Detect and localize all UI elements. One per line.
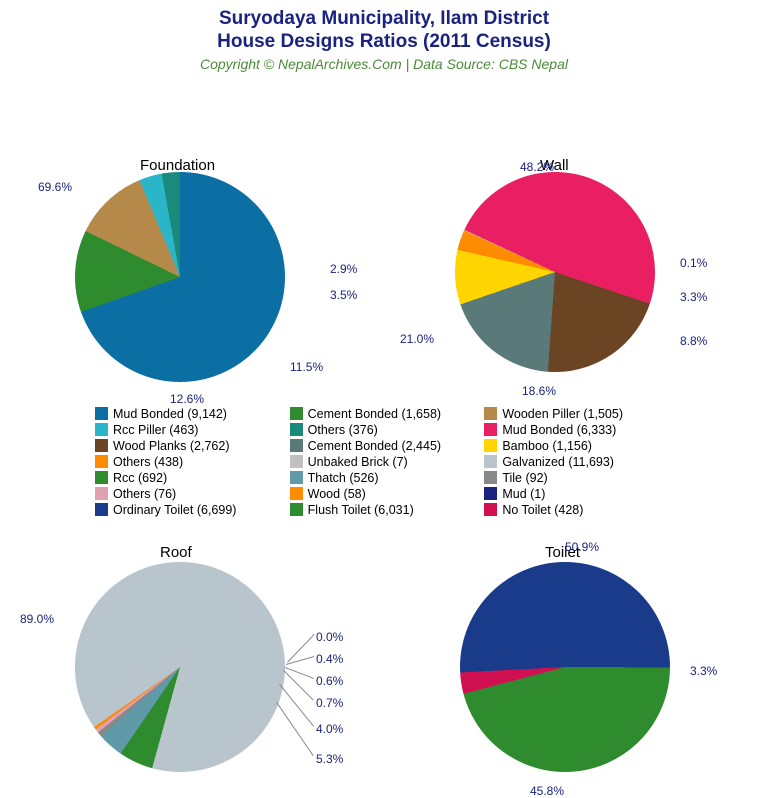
legend-swatch bbox=[290, 407, 303, 420]
wall-pct-label: 18.6% bbox=[522, 384, 556, 398]
legend-item: Mud Bonded (9,142) bbox=[95, 407, 286, 421]
toilet-pie bbox=[460, 562, 670, 772]
title-block: Suryodaya Municipality, Ilam District Ho… bbox=[0, 0, 768, 72]
chart-title-line2: House Designs Ratios (2011 Census) bbox=[0, 31, 768, 54]
roof-leader bbox=[279, 684, 314, 727]
foundation-pct-label: 11.5% bbox=[290, 360, 323, 374]
legend-swatch bbox=[290, 423, 303, 436]
legend-item: Bamboo (1,156) bbox=[484, 439, 675, 453]
foundation-pct-label: 69.6% bbox=[38, 180, 72, 194]
roof-pct-label: 0.0% bbox=[316, 630, 343, 644]
wall-pct-label: 21.0% bbox=[400, 332, 434, 346]
toilet-pct-label: 45.8% bbox=[530, 784, 564, 798]
legend-label: Others (376) bbox=[308, 423, 378, 437]
legend-swatch bbox=[290, 455, 303, 468]
legend-label: Wooden Piller (1,505) bbox=[502, 407, 623, 421]
legend-item: Galvanized (11,693) bbox=[484, 455, 675, 469]
legend-swatch bbox=[484, 455, 497, 468]
foundation-pct-label: 2.9% bbox=[330, 262, 357, 276]
legend-label: Mud Bonded (9,142) bbox=[113, 407, 227, 421]
roof-pct-label: 0.7% bbox=[316, 696, 343, 710]
legend-label: Mud Bonded (6,333) bbox=[502, 423, 616, 437]
foundation-pie bbox=[75, 172, 285, 382]
legend-swatch bbox=[290, 503, 303, 516]
legend-item: Others (438) bbox=[95, 455, 286, 469]
roof-pct-label: 4.0% bbox=[316, 722, 343, 736]
charts-area: Foundation Wall Roof Toilet Mud Bonded (… bbox=[0, 72, 768, 772]
legend-swatch bbox=[484, 439, 497, 452]
wall-pct-label: 0.1% bbox=[680, 256, 707, 270]
legend-item: Wooden Piller (1,505) bbox=[484, 407, 675, 421]
legend-item: Ordinary Toilet (6,699) bbox=[95, 503, 286, 517]
foundation-pct-label: 3.5% bbox=[330, 288, 357, 302]
legend-swatch bbox=[95, 471, 108, 484]
wall-pct-label: 48.2% bbox=[520, 160, 554, 174]
legend-item: Tile (92) bbox=[484, 471, 675, 485]
legend-swatch bbox=[290, 471, 303, 484]
foundation-pct-label: 12.6% bbox=[170, 392, 204, 406]
roof-pct-label: 0.4% bbox=[316, 652, 343, 666]
legend-swatch bbox=[484, 487, 497, 500]
legend-swatch bbox=[290, 439, 303, 452]
legend-item: No Toilet (428) bbox=[484, 503, 675, 517]
wall-pct-label: 8.8% bbox=[680, 334, 707, 348]
legend-swatch bbox=[484, 471, 497, 484]
legend-swatch bbox=[95, 423, 108, 436]
legend-label: Rcc (692) bbox=[113, 471, 167, 485]
legend-swatch bbox=[95, 407, 108, 420]
wall-pie bbox=[455, 172, 655, 372]
legend-label: Others (76) bbox=[113, 487, 176, 501]
legend-label: Mud (1) bbox=[502, 487, 545, 501]
legend-item: Rcc (692) bbox=[95, 471, 286, 485]
legend-label: Others (438) bbox=[113, 455, 183, 469]
legend-swatch bbox=[95, 487, 108, 500]
legend-label: Wood Planks (2,762) bbox=[113, 439, 230, 453]
legend-label: Tile (92) bbox=[502, 471, 547, 485]
chart-title-line1: Suryodaya Municipality, Ilam District bbox=[0, 8, 768, 31]
toilet-pct-label: 3.3% bbox=[690, 664, 717, 678]
legend-swatch bbox=[484, 407, 497, 420]
legend-swatch bbox=[484, 503, 497, 516]
legend-label: Flush Toilet (6,031) bbox=[308, 503, 414, 517]
legend-item: Flush Toilet (6,031) bbox=[290, 503, 481, 517]
legend-item: Rcc Piller (463) bbox=[95, 423, 286, 437]
legend-swatch bbox=[95, 503, 108, 516]
legend-label: Thatch (526) bbox=[308, 471, 379, 485]
legend-item: Cement Bonded (2,445) bbox=[290, 439, 481, 453]
legend-item: Cement Bonded (1,658) bbox=[290, 407, 481, 421]
legend-label: No Toilet (428) bbox=[502, 503, 583, 517]
wall-pct-label: 3.3% bbox=[680, 290, 707, 304]
roof-pct-label: 0.6% bbox=[316, 674, 343, 688]
roof-leader bbox=[276, 702, 314, 757]
legend-swatch bbox=[95, 439, 108, 452]
roof-pct-label: 89.0% bbox=[20, 612, 54, 626]
legend-label: Wood (58) bbox=[308, 487, 366, 501]
chart-subtitle: Copyright © NepalArchives.Com | Data Sou… bbox=[0, 56, 768, 72]
legend-label: Ordinary Toilet (6,699) bbox=[113, 503, 236, 517]
legend-label: Galvanized (11,693) bbox=[502, 455, 614, 469]
legend-item: Mud Bonded (6,333) bbox=[484, 423, 675, 437]
legend-item: Others (76) bbox=[95, 487, 286, 501]
legend-item: Others (376) bbox=[290, 423, 481, 437]
legend-item: Wood (58) bbox=[290, 487, 481, 501]
legend-label: Rcc Piller (463) bbox=[113, 423, 198, 437]
legend-swatch bbox=[484, 423, 497, 436]
roof-pie bbox=[75, 562, 285, 772]
toilet-pct-label: 50.9% bbox=[565, 540, 599, 554]
legend-item: Unbaked Brick (7) bbox=[290, 455, 481, 469]
legend-item: Mud (1) bbox=[484, 487, 675, 501]
legend-label: Cement Bonded (2,445) bbox=[308, 439, 441, 453]
legend-label: Bamboo (1,156) bbox=[502, 439, 592, 453]
legend-item: Wood Planks (2,762) bbox=[95, 439, 286, 453]
legend-item: Thatch (526) bbox=[290, 471, 481, 485]
legend-swatch bbox=[95, 455, 108, 468]
legend-label: Unbaked Brick (7) bbox=[308, 455, 408, 469]
legend: Mud Bonded (9,142) Cement Bonded (1,658) W… bbox=[95, 407, 675, 517]
roof-title: Roof bbox=[160, 544, 192, 561]
legend-label: Cement Bonded (1,658) bbox=[308, 407, 441, 421]
legend-swatch bbox=[290, 487, 303, 500]
roof-pct-label: 5.3% bbox=[316, 752, 343, 766]
